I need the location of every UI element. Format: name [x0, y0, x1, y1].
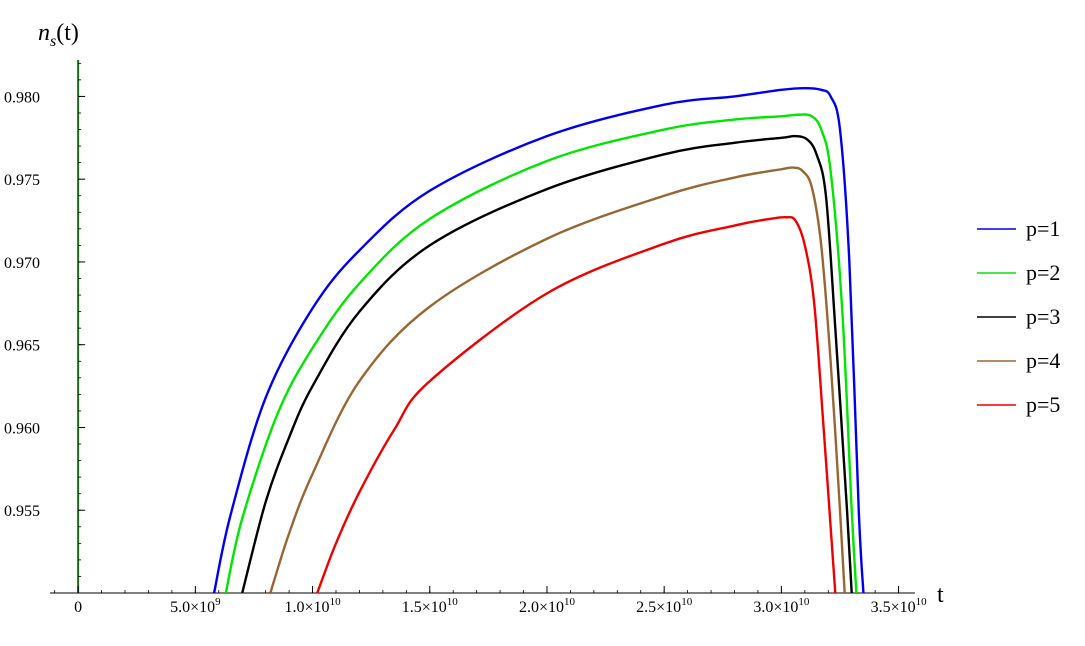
series-group — [212, 86, 865, 593]
x-tick-label: 2.5×1010 — [636, 596, 693, 616]
x-tick-times: ×10 — [656, 599, 681, 616]
x-tick-exponent: 10 — [916, 596, 928, 608]
x-tick-exponent: 10 — [681, 596, 693, 608]
x-tick-exponent: 10 — [330, 596, 342, 608]
x-tick-mantissa: 2.5 — [636, 599, 656, 616]
x-tick-label: 5.0×109 — [170, 596, 221, 616]
x-tick-label: 1.0×1010 — [285, 596, 342, 616]
y-tick-label: 0.975 — [4, 172, 40, 189]
legend-label: p=4 — [1026, 348, 1060, 373]
x-tick-mantissa: 3.5 — [871, 599, 891, 616]
y-tick-label: 0.965 — [4, 338, 40, 355]
x-tick-times: ×10 — [305, 599, 330, 616]
y-axis-label: ns(t) — [38, 20, 79, 50]
x-tick-mantissa: 1.5 — [402, 599, 422, 616]
series-line-p1 — [212, 86, 865, 593]
x-tick-exponent: 9 — [215, 596, 221, 608]
x-tick-label: 3.0×1010 — [753, 596, 810, 616]
x-tick-label: 1.5×1010 — [402, 596, 459, 616]
series-line-p5 — [316, 215, 837, 593]
series-line-p2 — [224, 113, 858, 593]
x-tick-label: 2.0×1010 — [519, 596, 576, 616]
x-tick-times: ×10 — [422, 599, 447, 616]
x-tick-mantissa: 2.0 — [519, 599, 539, 616]
x-tick-times: ×10 — [773, 599, 798, 616]
series-line-p3 — [241, 134, 853, 593]
x-tick-exponent: 10 — [798, 596, 810, 608]
x-tick-times: ×10 — [190, 599, 215, 616]
axes-group: 0 5.0×109 1.0×1010 1.5×1010 2.0×1010 2.5×1010… — [4, 20, 944, 616]
series-line-p4 — [269, 166, 846, 593]
y-tick-label: 0.960 — [4, 420, 40, 437]
legend-label: p=3 — [1026, 304, 1060, 329]
x-tick-mantissa: 1.0 — [285, 599, 305, 616]
legend-group: p=1 p=2 p=3 p=4 p=5 — [977, 216, 1060, 417]
y-tick-label: 0.980 — [4, 89, 40, 106]
x-tick-mantissa: 3.0 — [753, 599, 773, 616]
x-tick-mantissa: 5.0 — [170, 599, 190, 616]
legend-label: p=1 — [1026, 216, 1060, 241]
x-tick-times: ×10 — [539, 599, 564, 616]
y-tick-label: 0.970 — [4, 255, 40, 272]
x-tick-exponent: 10 — [447, 596, 459, 608]
x-tick-times: ×10 — [891, 599, 916, 616]
x-tick-label: 0 — [74, 599, 82, 616]
legend-label: p=2 — [1026, 260, 1060, 285]
y-tick-label: 0.955 — [4, 503, 40, 520]
x-tick-label: 3.5×1010 — [871, 596, 928, 616]
x-tick-exponent: 10 — [564, 596, 576, 608]
x-axis-label: t — [937, 582, 944, 608]
legend-label: p=5 — [1026, 392, 1060, 417]
